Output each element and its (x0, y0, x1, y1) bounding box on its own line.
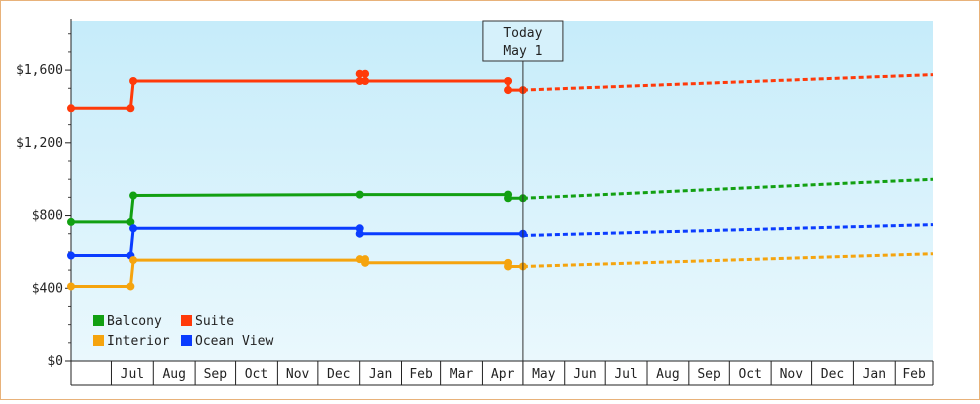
data-point (361, 258, 370, 267)
today-label-line2: May 1 (503, 44, 542, 59)
y-tick-label: $1,600 (16, 63, 63, 78)
month-label: Apr (491, 367, 515, 382)
legend-item-ocean-view: Ocean View (181, 334, 273, 349)
data-point (504, 194, 513, 203)
data-point (126, 104, 135, 113)
month-label: Sep (697, 367, 721, 382)
month-label: Oct (738, 367, 761, 382)
legend-swatch (93, 315, 104, 326)
month-label: Feb (409, 367, 433, 382)
month-label: Jan (863, 367, 886, 382)
month-label: Mar (450, 367, 474, 382)
data-point (361, 69, 370, 78)
forecast-line (522, 252, 934, 268)
month-label: Aug (656, 367, 679, 382)
data-point (67, 282, 75, 291)
x-axis: Jul Aug Sep Oct Nov Dec Jan Feb Mar Apr May Jun Jul A… (71, 360, 934, 386)
month-label: Oct (245, 367, 268, 382)
month-label: Aug (162, 367, 185, 382)
series-layer (67, 69, 934, 291)
plot-background (71, 21, 933, 361)
month-label: Jun (573, 367, 596, 382)
data-point (129, 77, 138, 85)
forecast-line (522, 177, 934, 200)
data-point (67, 251, 75, 260)
data-point (355, 229, 364, 238)
legend-item-balcony: Balcony (93, 314, 162, 329)
legend-label: Ocean View (195, 334, 273, 349)
month-label: Nov (780, 367, 804, 382)
legend-item-suite: Suite (181, 314, 234, 329)
data-point (129, 191, 138, 200)
forecast-line (522, 73, 934, 92)
today-box (482, 20, 564, 62)
y-tick-label: $0 (47, 354, 63, 369)
legend-item-interior: Interior (93, 334, 170, 349)
data-point (129, 224, 138, 233)
y-tick-label: $400 (32, 281, 63, 296)
y-axis: $0 $400 $800 $1,200 $1,600 (16, 19, 72, 385)
today-marker: Today May 1 (482, 20, 564, 385)
data-point (504, 262, 513, 271)
data-point (67, 217, 75, 226)
month-label: Feb (902, 367, 926, 382)
month-label: Sep (204, 367, 228, 382)
month-label: Dec (327, 367, 350, 382)
legend-label: Balcony (107, 314, 162, 329)
month-label: Jan (369, 367, 392, 382)
month-label: Nov (286, 367, 310, 382)
data-point (361, 77, 370, 85)
data-point (126, 282, 135, 291)
forecast-line (522, 223, 934, 237)
data-point (504, 77, 513, 85)
data-point (355, 190, 364, 199)
data-point (67, 104, 75, 113)
history-line (71, 226, 523, 257)
y-tick-label: $800 (32, 209, 63, 224)
series-suite (67, 69, 934, 113)
legend-swatch (181, 335, 192, 346)
y-tick-label: $1,200 (16, 136, 63, 151)
today-label-line1: Today (503, 26, 542, 41)
legend-swatch (181, 315, 192, 326)
legend-label: Interior (107, 334, 170, 349)
month-label: May (532, 367, 556, 382)
legend-swatch (93, 335, 104, 346)
data-point (504, 86, 513, 95)
month-label: Jul (121, 367, 144, 382)
legend: Balcony Suite Interior Ocean View (93, 314, 273, 349)
data-point (129, 256, 138, 265)
month-label: Jul (614, 367, 637, 382)
legend-label: Suite (195, 314, 234, 329)
month-label: Dec (821, 367, 844, 382)
series-interior (67, 252, 934, 291)
data-point (126, 217, 135, 226)
